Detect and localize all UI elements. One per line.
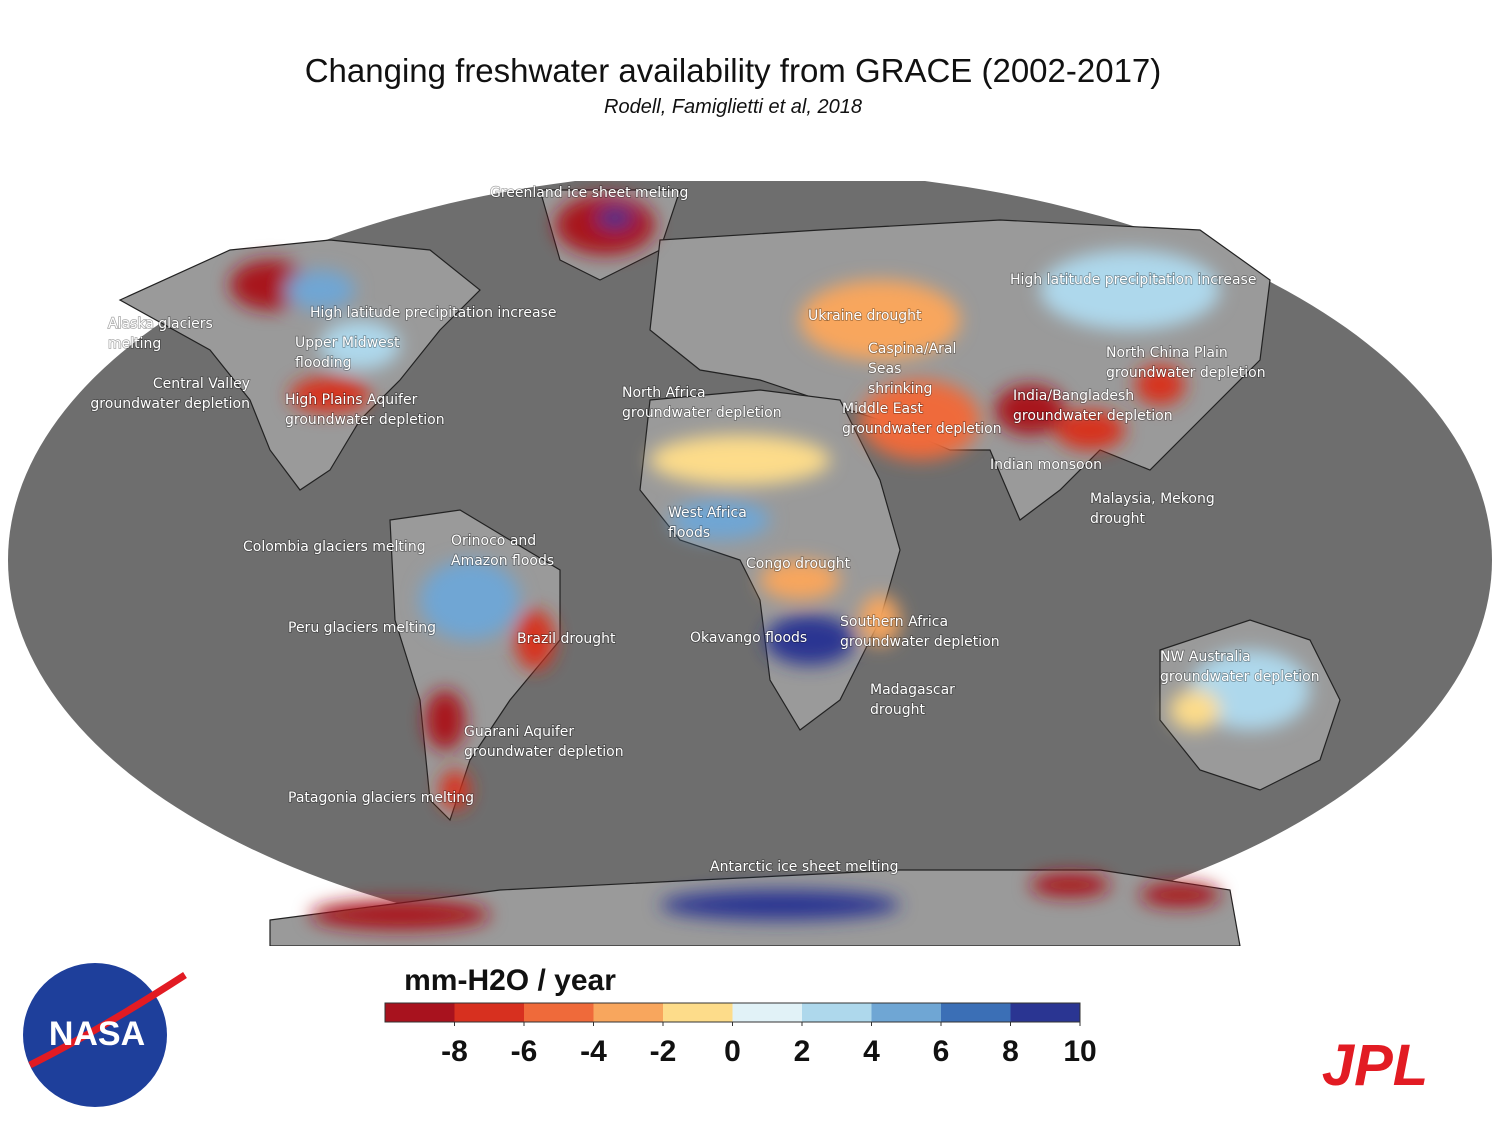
annotation: groundwater depletion [90, 396, 250, 412]
annotation: Ukraine drought [808, 308, 922, 324]
annotation: Greenland ice sheet melting [490, 185, 688, 201]
colorbar-label: mm-H2O / year [404, 964, 616, 997]
nasa-disc [23, 963, 167, 1107]
annotation: Madagascar [870, 682, 955, 698]
annotation: Colombia glaciers melting [243, 539, 426, 555]
annotation: Brazil drought [517, 631, 616, 647]
colorbar-tick-label: -6 [511, 1035, 538, 1068]
nasa-logo: NASA [23, 963, 187, 1107]
annotation: Peru glaciers melting [288, 620, 436, 636]
colorbar-tick-label: 8 [1002, 1035, 1019, 1068]
colorbar-tick-label: -2 [650, 1035, 677, 1068]
colorbar-swatch [941, 1003, 1011, 1022]
annotation: High latitude precipitation increase [310, 305, 556, 321]
annotation: North China Plain [1106, 345, 1228, 361]
colorbar-swatch [385, 1003, 455, 1022]
annotation: groundwater depletion [464, 744, 624, 760]
annotation: floods [668, 525, 710, 541]
colorbar-swatch [1010, 1003, 1081, 1022]
annotation: High latitude precipitation increase [1010, 272, 1256, 288]
jpl-logo: JPL [1322, 1033, 1428, 1098]
annotation: Malaysia, Mekong [1090, 491, 1215, 507]
colorbar-tick-label: -8 [441, 1035, 468, 1068]
annotation: Antarctic ice sheet melting [710, 859, 898, 875]
annotation: groundwater depletion [1160, 669, 1320, 685]
colorbar: mm-H2O / year -8 -6 -4 -2 0 2 4 6 8 10 [384, 964, 1097, 1068]
colorbar-tick-label: 2 [794, 1035, 811, 1068]
annotation: Patagonia glaciers melting [288, 790, 474, 806]
annotation: drought [870, 702, 926, 718]
annotation: Upper Midwest [295, 335, 400, 351]
colorbar-swatch [663, 1003, 733, 1022]
annotation: groundwater depletion [1013, 408, 1173, 424]
annotation: Congo drought [746, 556, 851, 572]
annotation: Seas [868, 361, 901, 377]
colorbar-swatch [454, 1003, 525, 1022]
title: Changing freshwater availability from GR… [305, 52, 1162, 89]
annotation: Indian monsoon [990, 457, 1102, 473]
annotation: Okavango floods [690, 630, 807, 646]
colorbar-tick-label: 4 [863, 1035, 880, 1068]
annotation: shrinking [868, 381, 932, 397]
annotation: Alaska glaciers [108, 316, 213, 332]
colorbar-swatch [593, 1003, 664, 1022]
annotation: Central Valley [153, 376, 250, 392]
nasa-text: NASA [49, 1015, 145, 1053]
nasa-swoosh [28, 972, 187, 1069]
colorbar-swatch [802, 1003, 872, 1022]
annotation: NW Australia [1160, 649, 1251, 665]
annotation: Guarani Aquifer [464, 724, 574, 740]
colorbar-swatch [871, 1003, 942, 1022]
annotation: India/Bangladesh [1013, 388, 1134, 404]
annotation: groundwater depletion [842, 421, 1002, 437]
annotation: drought [1090, 511, 1146, 527]
annotation: Amazon floods [451, 553, 554, 569]
anomaly-blobs [230, 195, 1310, 930]
annotation: Orinoco and [451, 533, 536, 549]
colorbar-tick-label: 0 [724, 1035, 741, 1068]
annotation: Caspina/Aral [868, 341, 956, 357]
annotations: Greenland ice sheet melting High latitude… [90, 184, 1321, 876]
annotation: groundwater depletion [622, 405, 782, 421]
annotation: groundwater depletion [285, 412, 445, 428]
colorbar-tick-label: 6 [933, 1035, 950, 1068]
map [8, 181, 1492, 946]
annotation: Middle East [842, 401, 923, 417]
colorbar-swatch [524, 1003, 594, 1022]
annotation: High Plains Aquifer [285, 392, 418, 408]
annotation: flooding [295, 355, 352, 371]
colorbar-tick-label: 10 [1063, 1035, 1096, 1068]
annotation: West Africa [668, 505, 747, 521]
annotation: groundwater depletion [840, 634, 1000, 650]
annotation: groundwater depletion [1106, 365, 1266, 381]
colorbar-tick-label: -4 [580, 1035, 607, 1068]
annotation: North Africa [622, 385, 706, 401]
annotation: Southern Africa [840, 614, 948, 630]
colorbar-swatch [732, 1003, 803, 1022]
annotation: melting [108, 336, 161, 352]
subtitle: Rodell, Famiglietti et al, 2018 [604, 96, 862, 118]
